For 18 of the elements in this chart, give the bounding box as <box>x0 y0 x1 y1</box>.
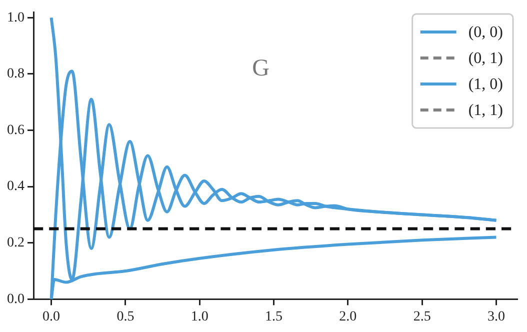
y-tick-label: 0.4 <box>7 179 24 194</box>
x-tick-label: 3.0 <box>487 309 505 324</box>
y-tick-label: 1.0 <box>7 10 24 26</box>
y-tick-label: 0.2 <box>7 236 24 251</box>
x-tick-label: 2.0 <box>339 309 357 324</box>
x-tick-label: 1.5 <box>265 309 283 324</box>
y-tick-label: 0.8 <box>7 66 24 82</box>
y-tick-label: 0.0 <box>7 292 24 307</box>
x-tick-label: 0.0 <box>42 309 60 324</box>
annotation: G <box>252 55 270 82</box>
legend-label: (1, 1) <box>468 102 503 120</box>
legend-label: (1, 0) <box>468 76 503 94</box>
x-tick-label: 0.5 <box>116 309 134 324</box>
x-tick-label: 2.5 <box>413 309 431 324</box>
legend-label: (0, 1) <box>468 50 503 68</box>
y-tick-label: 0.6 <box>7 122 24 138</box>
x-tick-label: 1.0 <box>190 309 208 324</box>
legend-label: (0, 0) <box>468 24 503 42</box>
